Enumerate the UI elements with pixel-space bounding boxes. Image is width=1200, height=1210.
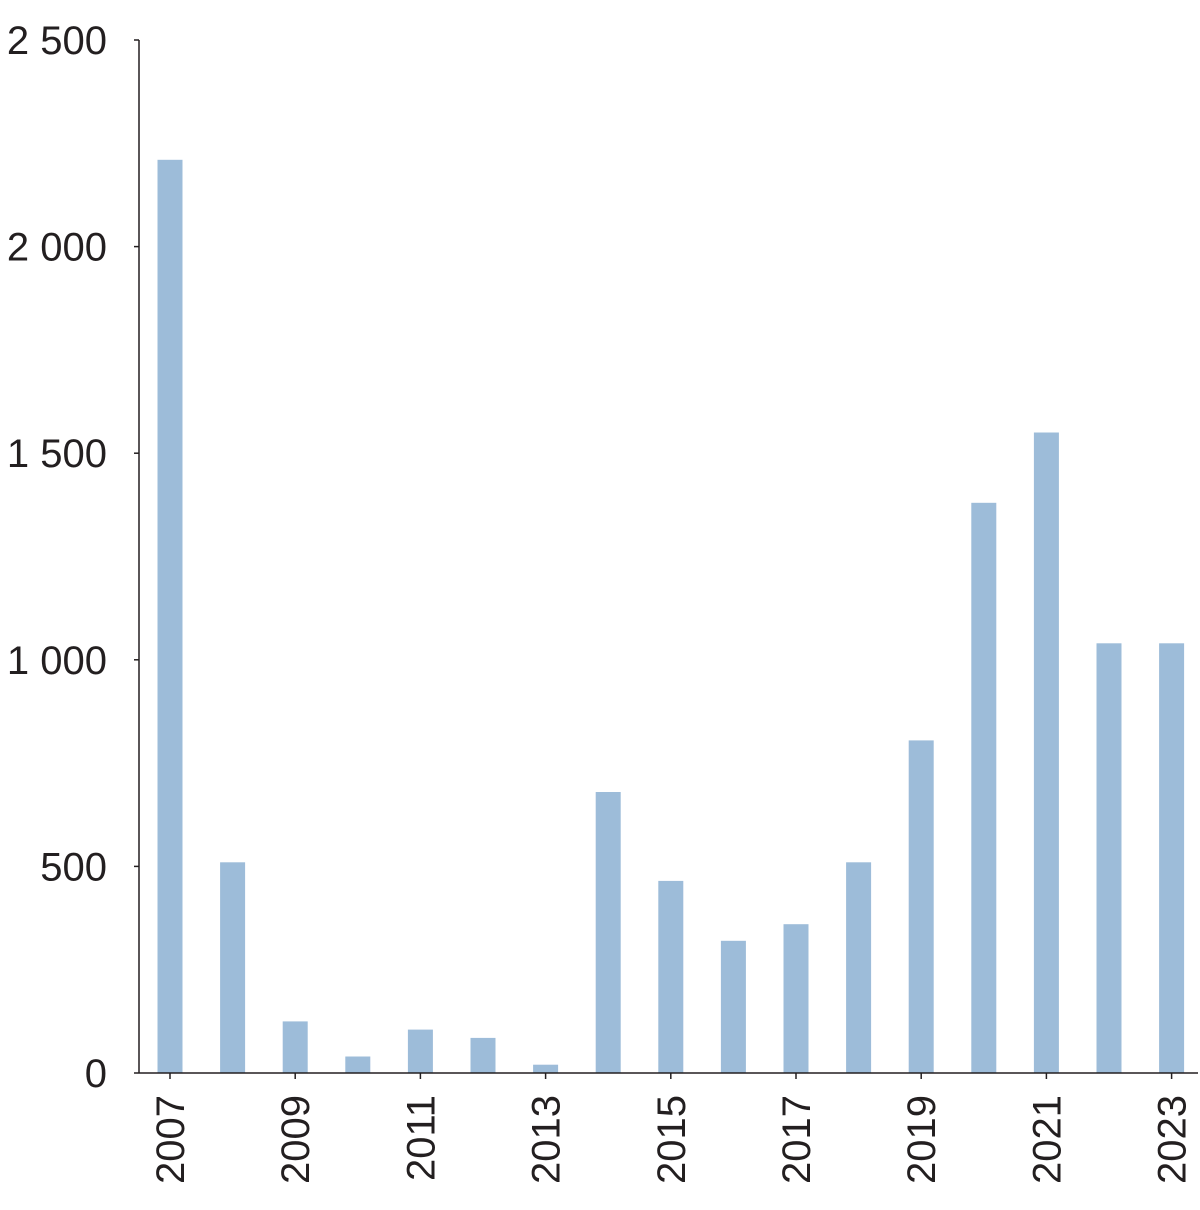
x-tick-label: 2013: [525, 1095, 569, 1184]
bar-2022: [1096, 643, 1122, 1073]
x-tick-label: 2017: [775, 1095, 819, 1184]
bar-2007: [157, 159, 183, 1074]
bar-2016: [720, 940, 746, 1073]
bar-2019: [908, 740, 934, 1073]
x-tick-label: 2015: [650, 1095, 694, 1184]
y-tick-label: 500: [40, 845, 107, 889]
y-axis-ticks: 0 500 1 000 1 500 2 000 2 500: [7, 19, 139, 1096]
bar-2015: [658, 880, 684, 1073]
bar-2017: [783, 924, 809, 1073]
y-tick-label: 2 500: [7, 19, 107, 63]
y-tick-label: 2 000: [7, 226, 107, 270]
x-tick-label: 2021: [1025, 1095, 1069, 1184]
x-tick-label: 2019: [900, 1095, 944, 1184]
y-tick-label: 0: [85, 1052, 107, 1096]
y-tick-label: 1 000: [7, 639, 107, 683]
bar-2023: [1159, 643, 1185, 1073]
bar-2014: [595, 792, 621, 1073]
bar-2013: [533, 1064, 559, 1073]
x-tick-label: 2009: [274, 1095, 318, 1184]
x-tick-label: 2011: [399, 1095, 443, 1181]
x-tick-label: 2023: [1151, 1095, 1195, 1184]
bar-2018: [846, 862, 872, 1073]
bar-2020: [971, 502, 997, 1073]
x-axis-ticks: 2007 2009 2011 2013 2015 2017 2019 2021 2023: [149, 1073, 1195, 1184]
bar-2009: [282, 1021, 308, 1073]
x-tick-label: 2007: [149, 1095, 193, 1184]
bar-2011: [407, 1029, 433, 1073]
bar-2012: [470, 1037, 496, 1073]
bars-group: [157, 159, 1185, 1074]
bar-2021: [1033, 432, 1059, 1073]
y-tick-label: 1 500: [7, 432, 107, 476]
bar-2008: [220, 862, 246, 1073]
bar-2010: [345, 1056, 371, 1073]
